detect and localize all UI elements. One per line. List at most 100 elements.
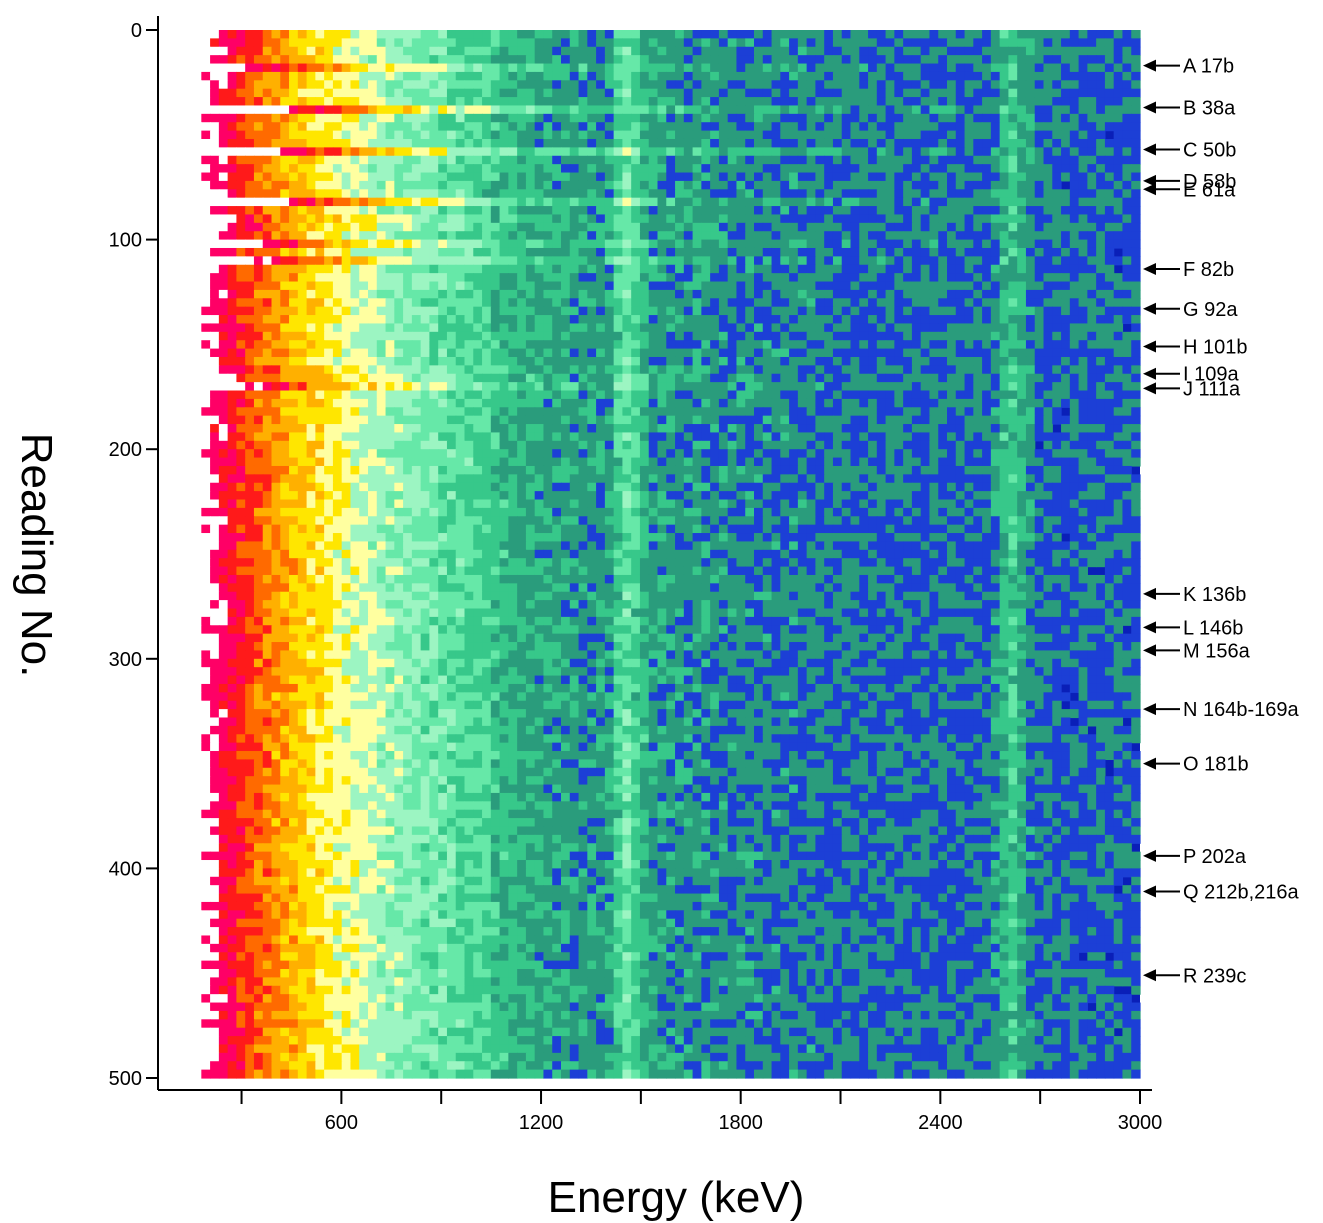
heatmap-cell [455, 340, 466, 350]
heatmap-cell [1078, 38, 1088, 48]
heatmap-cell [1043, 46, 1053, 56]
heatmap-cell [289, 197, 299, 207]
heatmap-cell [675, 298, 685, 308]
heatmap-cell [429, 398, 439, 408]
heatmap-cell [350, 138, 360, 148]
heatmap-cell [666, 80, 676, 90]
heatmap-cell [183, 306, 194, 316]
heatmap-cell [736, 264, 746, 274]
heatmap-cell [824, 164, 834, 174]
heatmap-cell [446, 407, 457, 417]
heatmap-cell [569, 122, 580, 132]
heatmap-cell [832, 390, 843, 400]
heatmap-cell [227, 298, 238, 308]
heatmap-cell [780, 55, 790, 65]
heatmap-cell [1034, 55, 1045, 65]
heatmap-cell [639, 323, 650, 333]
heatmap-cell [1113, 356, 1124, 366]
heatmap-cell [578, 88, 588, 98]
heatmap-cell [578, 306, 588, 316]
heatmap-cell [754, 239, 764, 249]
heatmap-cell [911, 180, 922, 190]
heatmap-cell [990, 172, 1001, 182]
heatmap-cell [446, 373, 457, 383]
heatmap-cell [218, 289, 229, 299]
heatmap-cell [885, 88, 895, 98]
heatmap-cell [420, 281, 431, 291]
heatmap-cell [1131, 256, 1141, 266]
heatmap-cell [446, 97, 457, 107]
heatmap-cell [455, 264, 466, 274]
heatmap-cell [841, 247, 852, 257]
heatmap-cell [727, 306, 738, 316]
heatmap-cell [754, 348, 764, 358]
heatmap-cell [1078, 180, 1088, 190]
heatmap-cell [350, 382, 360, 392]
heatmap-cell [832, 55, 843, 65]
heatmap-cell [446, 80, 457, 90]
heatmap-cell [876, 239, 887, 249]
heatmap-cell [534, 197, 545, 207]
heatmap-cell [227, 231, 238, 241]
heatmap-cell [508, 97, 518, 107]
heatmap-cell [517, 407, 527, 417]
heatmap-cell [297, 256, 308, 266]
heatmap-cell [824, 323, 834, 333]
heatmap-cell [745, 264, 755, 274]
heatmap-cell [894, 398, 904, 408]
heatmap-cell [183, 214, 194, 224]
heatmap-cell [780, 46, 790, 56]
heatmap-cell [789, 180, 799, 190]
heatmap-cell [631, 315, 641, 325]
heatmap-cell [1025, 264, 1036, 274]
heatmap-cell [1017, 30, 1027, 39]
heatmap-cell [885, 172, 895, 182]
heatmap-cell [903, 105, 913, 115]
heatmap-cell [990, 138, 1001, 148]
heatmap-cell [666, 63, 676, 73]
heatmap-cell [815, 46, 825, 56]
heatmap-cell [710, 147, 720, 157]
heatmap-cell [464, 306, 474, 316]
heatmap-cell [885, 197, 895, 207]
heatmap-cell [420, 30, 431, 39]
heatmap-cell [438, 247, 448, 257]
heatmap-cell [534, 222, 545, 232]
heatmap-cell [561, 239, 571, 249]
heatmap-cell [666, 130, 676, 140]
heatmap-cell [683, 340, 694, 350]
heatmap-cell [1104, 222, 1115, 232]
heatmap-cell [1069, 398, 1080, 408]
heatmap-cell [911, 331, 922, 341]
heatmap-cell [280, 164, 290, 174]
heatmap-cell [227, 122, 238, 132]
heatmap-cell [280, 390, 290, 400]
heatmap-cell [517, 323, 527, 333]
heatmap-cell [657, 365, 667, 375]
heatmap-cell [815, 331, 825, 341]
heatmap-cell [947, 273, 957, 283]
heatmap-cell [955, 273, 966, 283]
heatmap-cell [543, 323, 553, 333]
heatmap-cell [797, 138, 808, 148]
heatmap-cell [525, 373, 536, 383]
heatmap-cell [1025, 164, 1036, 174]
heatmap-cell [368, 323, 378, 333]
heatmap-cell [973, 298, 983, 308]
heatmap-cell [604, 147, 615, 157]
heatmap-cell [1131, 105, 1141, 115]
heatmap-cell [517, 138, 527, 148]
heatmap-cell [587, 256, 597, 266]
heatmap-cell [236, 231, 246, 241]
heatmap-cell [315, 71, 325, 81]
heatmap-cell [262, 197, 273, 207]
heatmap-cell [262, 306, 273, 316]
heatmap-cell [490, 138, 501, 148]
heatmap-cell [1052, 222, 1062, 232]
heatmap-cell [780, 390, 790, 400]
heatmap-cell [227, 197, 238, 207]
heatmap-cell [1052, 315, 1062, 325]
heatmap-cell [1113, 63, 1124, 73]
heatmap-cell [692, 222, 702, 232]
heatmap-cell [403, 373, 413, 383]
